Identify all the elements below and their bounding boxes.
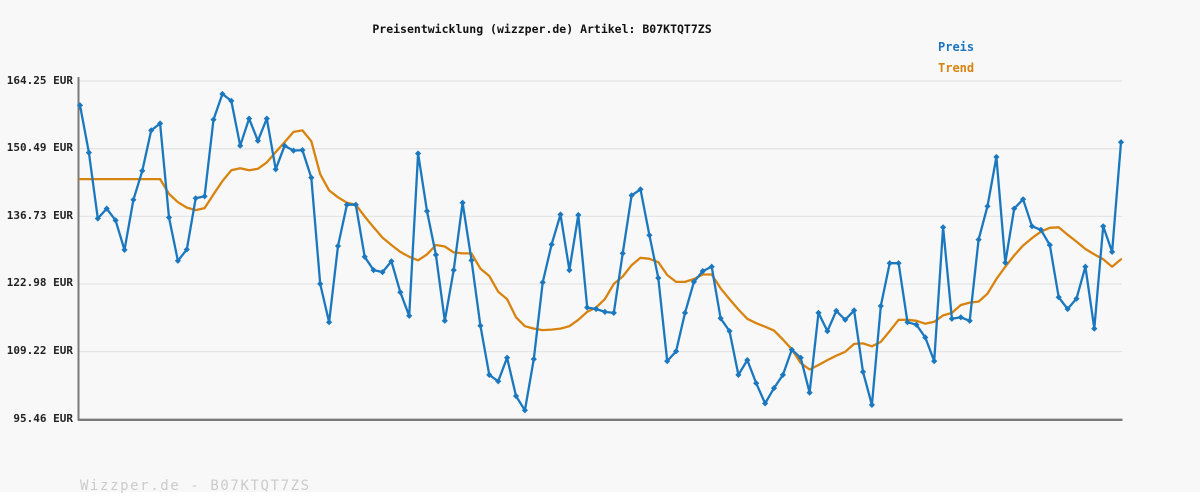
legend-label-preis: Preis: [938, 40, 975, 54]
legend-label-trend: Trend: [938, 61, 975, 75]
trend-line: [78, 129, 1123, 371]
footer-band: [0, 492, 1200, 500]
y-tick-label: 164.25 EUR: [6, 73, 73, 87]
y-tick-label: 150.49 EUR: [6, 141, 73, 155]
y-tick-label: 109.22 EUR: [6, 344, 73, 358]
y-tick-label: 95.46 EUR: [13, 411, 73, 425]
y-tick-label: 136.73 EUR: [6, 208, 73, 222]
y-tick-label: 122.98 EUR: [6, 276, 73, 290]
watermark-text: Wizzper.de - B07KTQT7ZS: [80, 478, 311, 494]
price-line: [78, 92, 1123, 412]
price-markers: [76, 90, 1125, 414]
chart-title: Preisentwicklung (wizzper.de) Artikel: B…: [372, 22, 712, 36]
